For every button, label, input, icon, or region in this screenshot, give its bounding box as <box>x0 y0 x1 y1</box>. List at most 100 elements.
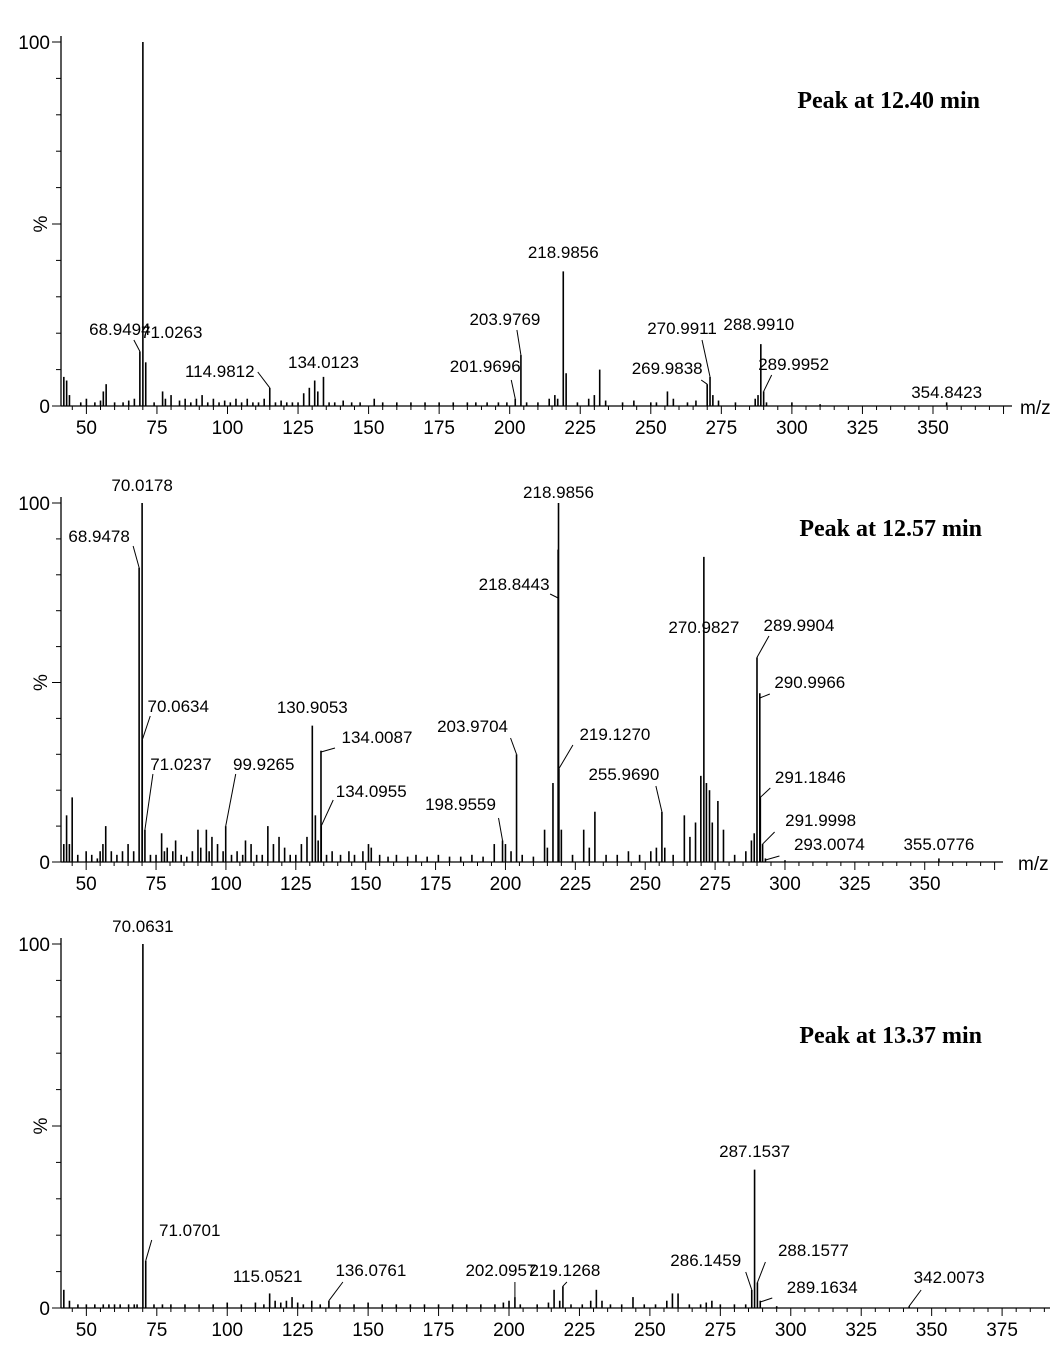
x-tick-label: 325 <box>845 1320 877 1341</box>
peak-label: 293.0074 <box>794 835 865 854</box>
y-tick-label: 100 <box>18 494 50 515</box>
y-axis-label: % <box>31 1117 52 1134</box>
x-tick-label: 75 <box>146 1320 167 1341</box>
x-tick-label: 125 <box>282 1320 314 1341</box>
peak-label-leader <box>328 1281 344 1302</box>
peak-label: 291.1846 <box>775 768 846 787</box>
x-tick-label: 275 <box>704 1320 736 1341</box>
peak-label: 342.0073 <box>914 1268 985 1287</box>
peak-label-leader <box>132 545 140 568</box>
peak-label: 270.9827 <box>668 618 739 637</box>
x-tick-label: 75 <box>146 418 167 439</box>
x-tick-label: 175 <box>423 1320 455 1341</box>
peak-label: 255.9690 <box>588 765 659 784</box>
peak-label-leader <box>562 1281 568 1287</box>
x-tick-label: 200 <box>493 1320 525 1341</box>
x-axis-label: m/z <box>1018 854 1049 875</box>
peak-label: 70.0634 <box>148 697 209 716</box>
y-tick-label: 100 <box>18 33 50 54</box>
peak-label-leader <box>549 593 559 599</box>
x-tick-label: 150 <box>352 1320 384 1341</box>
peak-label-leader <box>498 817 504 841</box>
x-tick-label: 200 <box>490 874 522 895</box>
peak-label: 288.9910 <box>723 315 794 334</box>
x-tick-label: 300 <box>775 1320 807 1341</box>
x-tick-label: 375 <box>986 1320 1018 1341</box>
peak-label: 68.9494 <box>89 320 150 339</box>
x-tick-label: 225 <box>564 1320 596 1341</box>
peak-label-leader <box>760 1297 773 1303</box>
peak-label: 130.9053 <box>277 698 348 717</box>
x-tick-label: 50 <box>76 1320 97 1341</box>
peak-label: 134.0955 <box>336 782 407 801</box>
peak-label-leader <box>145 1239 153 1261</box>
peak-label: 270.9911 <box>647 319 717 338</box>
peak-label: 198.9559 <box>425 795 496 814</box>
peak-label: 71.0237 <box>150 755 211 774</box>
x-tick-label: 100 <box>212 418 244 439</box>
peak-label-leader <box>655 785 663 812</box>
peak-label: 136.0761 <box>335 1261 406 1280</box>
x-tick-label: 200 <box>494 418 526 439</box>
peak-label-leader <box>700 379 708 385</box>
x-tick-label: 225 <box>564 418 596 439</box>
y-tick-label: 0 <box>39 397 50 418</box>
y-tick-label: 0 <box>39 1299 50 1320</box>
x-tick-label: 175 <box>420 874 452 895</box>
peak-label-leader <box>759 787 771 798</box>
peak-label-leader <box>745 1271 753 1290</box>
peak-label: 68.9478 <box>68 527 129 546</box>
x-tick-label: 100 <box>210 874 242 895</box>
peak-label-leader <box>510 737 518 755</box>
peak-label-leader <box>765 855 780 861</box>
peak-label: 218.9856 <box>523 483 594 502</box>
peak-label: 218.9856 <box>528 243 599 262</box>
x-tick-label: 50 <box>76 874 97 895</box>
peak-label: 218.8443 <box>479 575 550 594</box>
spectrum-panel-3: 0% 100 50 75 100 125 150 175 200 225 250 275 300 325 3… <box>18 917 1050 1341</box>
peak-label: 287.1537 <box>719 1142 790 1161</box>
x-tick-label: 300 <box>776 418 808 439</box>
panel-title: Peak at 12.40 min <box>797 88 980 114</box>
spectrum-panel-1: 0% 100 50 75 100 125 150 175 200 225 250 275 300 325 3… <box>18 33 1051 439</box>
peak-label: 115.0521 <box>233 1267 303 1286</box>
peak-label-leader <box>756 1261 766 1283</box>
peak-label-leader <box>558 744 574 769</box>
peak-label: 70.0178 <box>111 476 172 495</box>
peak-label: 134.0123 <box>288 353 359 372</box>
x-axis-label: m/z <box>1020 398 1051 419</box>
peak-label-leader <box>762 831 775 845</box>
peak-label-leader <box>257 371 271 389</box>
x-tick-label: 75 <box>145 874 166 895</box>
panel-title: Peak at 13.37 min <box>799 1023 982 1049</box>
spectrum-panel-2: 0% 100 50 75 100 125 150 175 200 225 250 275 300 325 3… <box>18 476 1048 895</box>
x-tick-label: 225 <box>559 874 591 895</box>
x-tick-label: 250 <box>634 1320 666 1341</box>
x-tick-label: 325 <box>847 418 879 439</box>
x-tick-label: 125 <box>280 874 312 895</box>
peak-label: 289.9952 <box>758 355 829 374</box>
x-tick-label: 300 <box>769 874 801 895</box>
peak-label: 355.0776 <box>903 835 974 854</box>
x-tick-label: 50 <box>76 418 97 439</box>
y-axis-label: % <box>31 215 52 232</box>
peak-label: 291.9998 <box>785 811 856 830</box>
peak-label-leader <box>756 635 770 658</box>
peak-label: 219.1268 <box>529 1261 600 1280</box>
peak-label: 289.9904 <box>764 616 835 635</box>
x-tick-label: 250 <box>635 418 667 439</box>
y-axis-label: % <box>31 674 52 691</box>
peak-label-leader <box>225 773 237 827</box>
y-tick-label: 0 <box>39 853 50 874</box>
y-tick-label: 100 <box>18 935 50 956</box>
peak-label-leader <box>320 799 334 827</box>
peak-label-leader <box>763 374 773 392</box>
x-tick-label: 100 <box>211 1320 243 1341</box>
peak-label-leader <box>144 773 154 830</box>
peak-label-leader <box>516 329 522 356</box>
peak-label-leader <box>701 339 711 377</box>
peak-label-leader <box>908 1289 922 1307</box>
peak-label: 71.0701 <box>159 1221 220 1240</box>
peak-label-leader <box>759 693 770 699</box>
